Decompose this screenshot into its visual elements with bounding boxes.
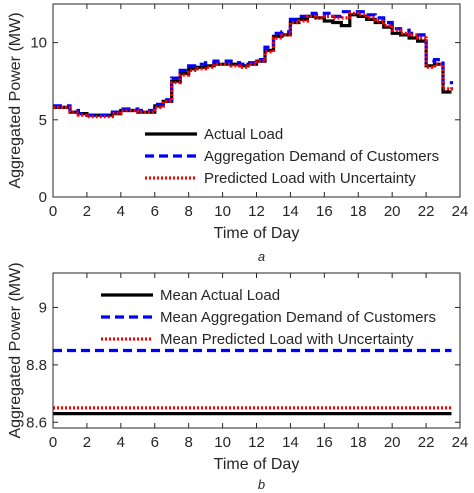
panel-label: b xyxy=(258,477,265,492)
x-tick-label: 6 xyxy=(151,434,159,451)
x-tick-label: 16 xyxy=(316,434,333,451)
legend-label-1: Actual Load xyxy=(204,126,283,143)
x-axis-label: Time of Day xyxy=(214,225,300,242)
x-tick-label: 20 xyxy=(384,434,401,451)
x-tick-label: 18 xyxy=(350,434,367,451)
y-tick-label: 5 xyxy=(39,112,47,129)
x-tick-label: 4 xyxy=(117,203,125,220)
legend-label-3: Mean Predicted Load with Uncertainty xyxy=(160,331,414,348)
x-tick-label: 4 xyxy=(117,434,125,451)
legend: Actual Load Aggregation Demand of Custome… xyxy=(145,126,439,187)
legend-label-2: Mean Aggregation Demand of Customers xyxy=(160,309,436,326)
x-tick-label: 12 xyxy=(248,203,265,220)
x-tick-label: 6 xyxy=(151,203,159,220)
x-tick-label: 12 xyxy=(248,434,265,451)
legend-label-2: Aggregation Demand of Customers xyxy=(204,148,439,165)
y-tick-label: 9 xyxy=(39,299,47,316)
y-axis-label: Aggregated Power (MW) xyxy=(7,262,24,438)
x-tick-label: 22 xyxy=(418,434,435,451)
series-line-2 xyxy=(53,10,454,117)
x-tick-label: 2 xyxy=(83,434,91,451)
x-tick-label: 24 xyxy=(452,434,469,451)
x-tick-label: 18 xyxy=(350,203,367,220)
y-tick-label: 10 xyxy=(30,35,47,52)
x-tick-label: 24 xyxy=(452,203,469,220)
panel-label: a xyxy=(258,249,265,264)
x-tick-label: 16 xyxy=(316,203,333,220)
x-tick-label: 0 xyxy=(49,434,57,451)
x-tick-label: 10 xyxy=(214,203,231,220)
series-line-1 xyxy=(53,13,452,117)
x-tick-label: 8 xyxy=(184,434,192,451)
y-tick-label: 0 xyxy=(39,189,47,206)
y-axis-label: Aggregated Power (MW) xyxy=(7,12,24,188)
x-tick-label: 20 xyxy=(384,203,401,220)
y-tick-label: 8.6 xyxy=(26,414,47,431)
legend: Mean Actual Load Mean Aggregation Demand … xyxy=(101,287,436,348)
x-axis-label: Time of Day xyxy=(214,456,300,473)
x-tick-label: 14 xyxy=(282,434,299,451)
legend-label-1: Mean Actual Load xyxy=(160,287,280,304)
x-tick-label: 0 xyxy=(49,203,57,220)
x-tick-label: 8 xyxy=(184,203,192,220)
x-tick-label: 10 xyxy=(214,434,231,451)
y-tick-label: 8.8 xyxy=(26,357,47,374)
x-tick-label: 22 xyxy=(418,203,435,220)
x-tick-label: 2 xyxy=(83,203,91,220)
legend-label-3: Predicted Load with Uncertainty xyxy=(204,170,416,187)
series-line-3 xyxy=(53,11,454,119)
x-tick-label: 14 xyxy=(282,203,299,220)
